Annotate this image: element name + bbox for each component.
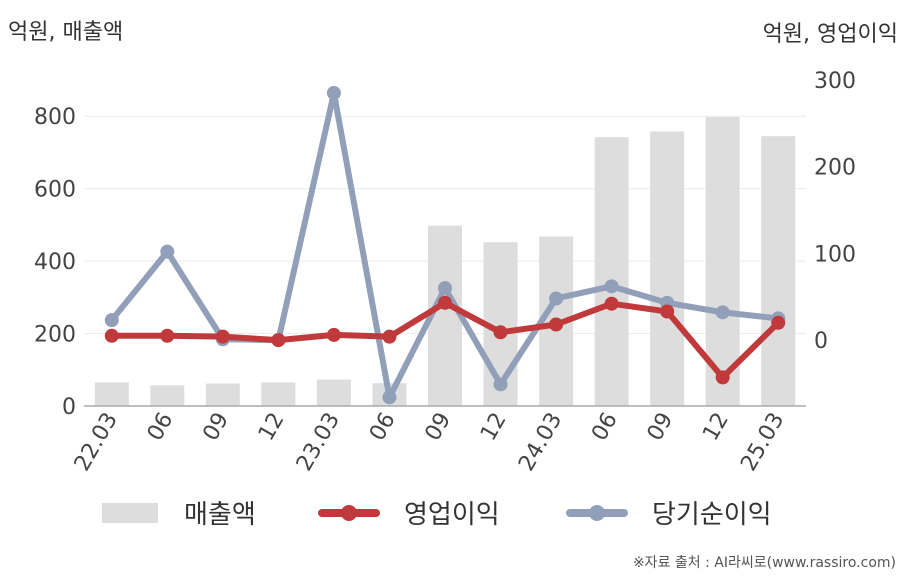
legend-item-revenue: 매출액: [102, 494, 256, 531]
point-2-09: [438, 281, 452, 296]
legend-label-operating-profit: 영업이익: [404, 500, 500, 530]
x-tick-label: 06: [587, 409, 623, 446]
x-tick-label: 23.03: [292, 409, 345, 476]
left-tick-label: 0: [62, 395, 76, 420]
bar-06: [150, 385, 185, 406]
bar-09: [205, 383, 240, 406]
left-axis-unit-label: 억원, 매출액: [8, 20, 124, 45]
bar-12: [261, 382, 296, 406]
point-2-23.03: [326, 86, 341, 101]
line-series: [104, 86, 786, 405]
right-tick-label: 100: [814, 242, 856, 267]
right-tick-label: 0: [814, 329, 828, 354]
point-1-06: [382, 329, 397, 344]
legend-label-net-income: 당기순이익: [652, 500, 772, 530]
legend: 매출액 영업이익 당기순이익: [0, 494, 908, 534]
right-axis-ticks: 0 100 200 300: [814, 69, 856, 354]
x-tick-label: 09: [421, 409, 457, 446]
bar-12: [705, 116, 740, 407]
bar-06: [594, 137, 629, 406]
bar-09: [650, 131, 685, 407]
source-credit: ※자료 출처 : AI라씨로(www.rassiro.com): [632, 555, 896, 571]
legend-swatch-revenue: [102, 502, 158, 523]
point-1-12: [271, 333, 286, 348]
point-1-25.03: [771, 315, 786, 330]
left-tick-label: 400: [34, 250, 76, 275]
point-2-12: [493, 377, 508, 392]
x-tick-label: 12: [254, 409, 290, 446]
left-axis-ticks: 0 200 400 600 800: [34, 105, 76, 420]
point-2-12: [715, 305, 730, 320]
left-tick-label: 600: [34, 178, 76, 203]
point-2-24.03: [549, 291, 564, 306]
x-tick-label: 06: [365, 409, 401, 446]
x-tick-label: 22.03: [70, 409, 123, 476]
point-1-06: [604, 296, 619, 311]
point-1-09: [215, 329, 230, 344]
bar-22.03: [94, 382, 129, 406]
bar-25.03: [761, 136, 796, 406]
x-tick-label: 12: [698, 409, 734, 446]
point-1-24.03: [549, 317, 564, 332]
point-2-06: [604, 279, 619, 294]
point-1-12: [715, 370, 730, 385]
point-2-06: [160, 244, 175, 259]
x-tick-label: 09: [643, 409, 679, 446]
legend-item-operating-profit: 영업이익: [318, 494, 500, 531]
x-tick-label: 09: [198, 409, 234, 446]
legend-label-revenue: 매출액: [184, 500, 256, 530]
point-1-23.03: [326, 327, 341, 342]
right-axis-unit-label: 억원, 영업이익: [762, 22, 898, 47]
point-1-22.03: [104, 328, 119, 343]
left-tick-label: 200: [34, 323, 76, 348]
legend-swatch-operating-profit: [318, 504, 380, 521]
point-1-12: [493, 325, 508, 340]
point-1-09: [660, 304, 675, 319]
right-tick-label: 300: [814, 69, 856, 94]
left-tick-label: 800: [34, 105, 76, 130]
x-tick-label: 25.03: [736, 409, 789, 476]
point-1-09: [438, 295, 452, 310]
x-tick-label: 12: [476, 409, 512, 446]
x-axis-ticks: 22.03 06 09 12 23.03 06 09 12 24.03 06 09 12 25.03: [70, 409, 790, 476]
legend-swatch-net-income: [566, 504, 628, 521]
bar-23.03: [316, 379, 351, 406]
point-2-06: [382, 390, 397, 405]
legend-item-net-income: 당기순이익: [566, 494, 772, 531]
point-2-22.03: [104, 313, 119, 328]
point-1-06: [160, 328, 175, 343]
x-tick-label: 06: [143, 409, 179, 446]
right-tick-label: 200: [814, 156, 856, 181]
x-tick-label: 24.03: [514, 409, 567, 476]
